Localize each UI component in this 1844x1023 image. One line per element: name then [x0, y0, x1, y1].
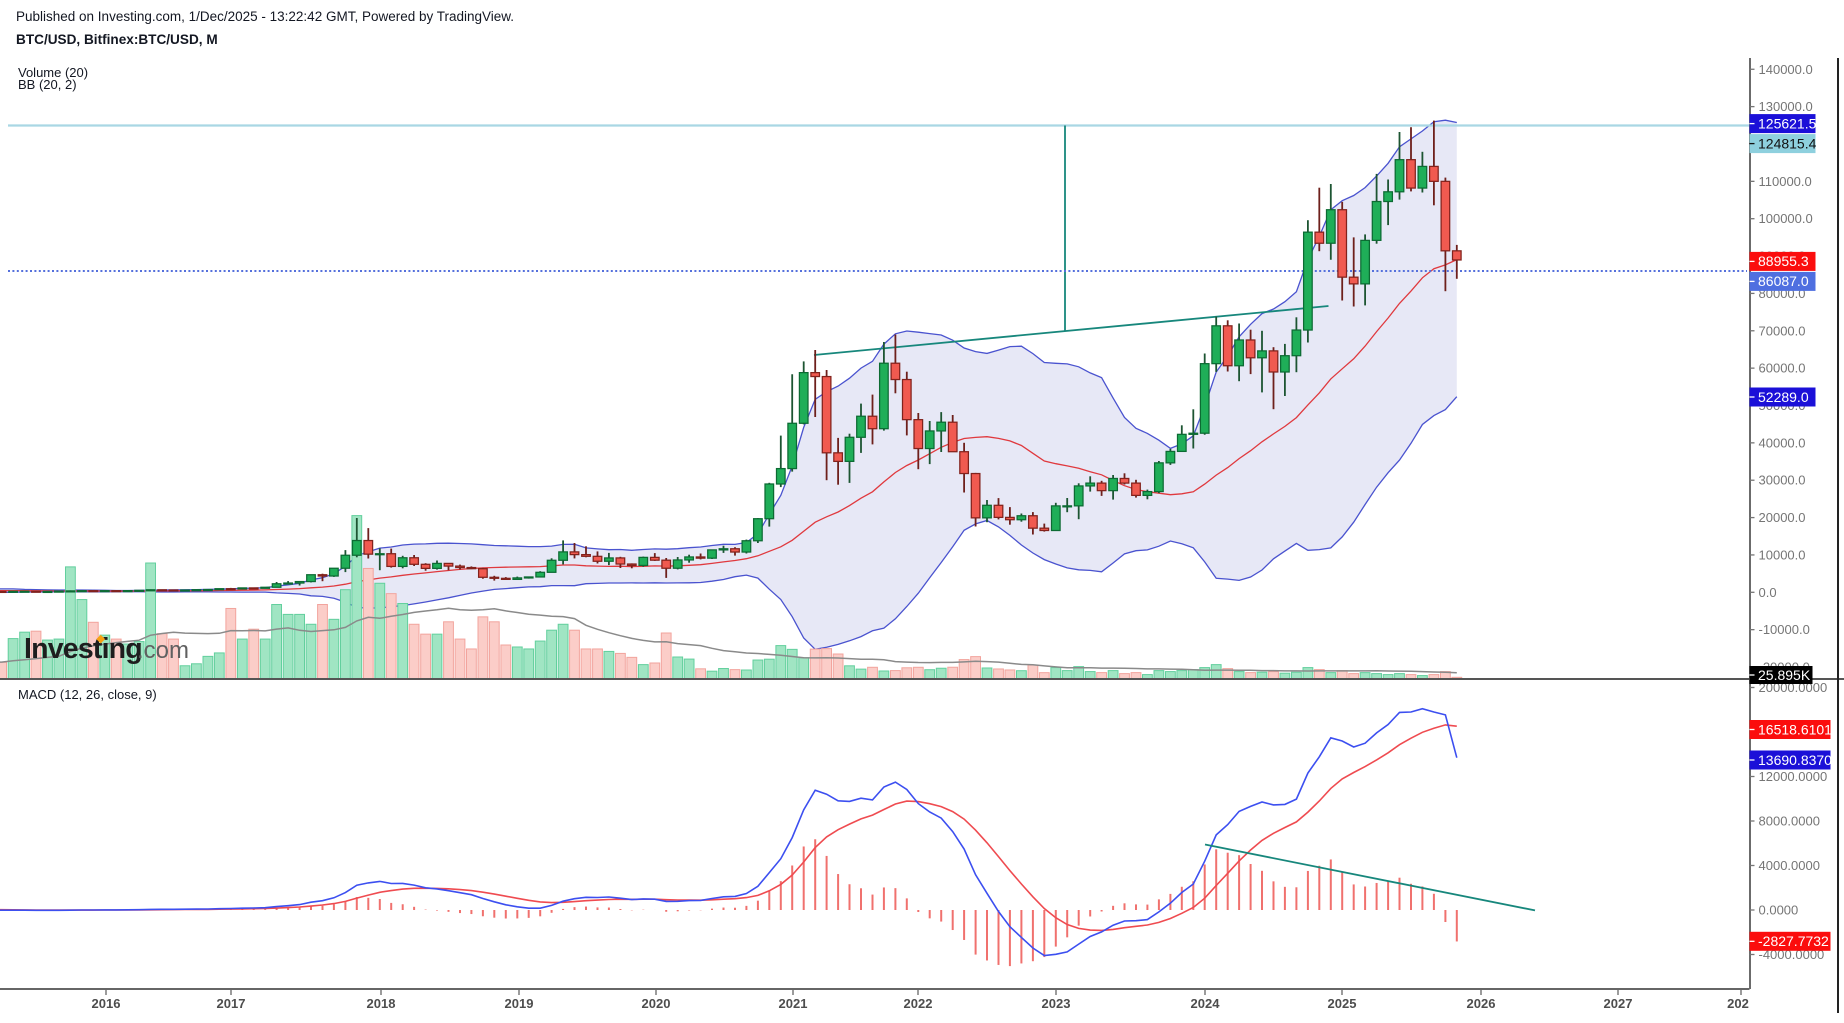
svg-text:110000.0: 110000.0 — [1759, 174, 1812, 189]
svg-text:2020: 2020 — [642, 996, 671, 1011]
svg-text:10000.0: 10000.0 — [1759, 547, 1806, 562]
svg-text:2027: 2027 — [1604, 996, 1633, 1011]
svg-text:16518.6101: 16518.6101 — [1758, 721, 1832, 737]
svg-text:2017: 2017 — [217, 996, 246, 1011]
svg-text:BTC/USD, Bitfinex:BTC/USD, M: BTC/USD, Bitfinex:BTC/USD, M — [16, 32, 218, 47]
svg-text:Volume (20): Volume (20) — [18, 65, 88, 80]
svg-text:4000.0000: 4000.0000 — [1759, 858, 1820, 873]
svg-text:-2827.7732: -2827.7732 — [1758, 933, 1829, 949]
svg-text:125621.5: 125621.5 — [1758, 115, 1817, 131]
svg-text:2016: 2016 — [92, 996, 121, 1011]
svg-text:30000.0: 30000.0 — [1759, 473, 1806, 488]
svg-text:2018: 2018 — [367, 996, 396, 1011]
svg-text:MACD (12, 26, close, 9): MACD (12, 26, close, 9) — [18, 687, 157, 702]
svg-text:2026: 2026 — [1467, 996, 1496, 1011]
svg-text:52289.0: 52289.0 — [1758, 389, 1809, 405]
svg-text:8000.0000: 8000.0000 — [1759, 814, 1820, 829]
svg-text:0.0000: 0.0000 — [1759, 903, 1799, 918]
svg-text:40000.0: 40000.0 — [1759, 435, 1806, 450]
svg-text:86087.0: 86087.0 — [1758, 273, 1809, 289]
svg-text:2025: 2025 — [1328, 996, 1357, 1011]
svg-text:13690.8370: 13690.8370 — [1758, 752, 1832, 768]
svg-text:130000.0: 130000.0 — [1759, 99, 1813, 114]
svg-text:70000.0: 70000.0 — [1759, 323, 1806, 338]
svg-text:0.0: 0.0 — [1759, 585, 1777, 600]
svg-text:2022: 2022 — [904, 996, 933, 1011]
svg-text:2021: 2021 — [779, 996, 808, 1011]
svg-text:12000.0000: 12000.0000 — [1759, 769, 1828, 784]
svg-text:140000.0: 140000.0 — [1759, 62, 1813, 77]
svg-text:Published on Investing.com, 1/: Published on Investing.com, 1/Dec/2025 -… — [16, 9, 514, 24]
svg-text:2023: 2023 — [1042, 996, 1071, 1011]
svg-text:202: 202 — [1727, 996, 1749, 1011]
svg-text:BB (20, 2): BB (20, 2) — [18, 77, 77, 92]
svg-text:100000.0: 100000.0 — [1759, 211, 1813, 226]
svg-text:20000.0: 20000.0 — [1759, 510, 1806, 525]
svg-text:88955.3: 88955.3 — [1758, 253, 1809, 269]
svg-text:2019: 2019 — [505, 996, 534, 1011]
svg-text:60000.0: 60000.0 — [1759, 361, 1806, 376]
svg-text:-10000.0: -10000.0 — [1759, 622, 1810, 637]
svg-text:Investing: Investing — [24, 633, 142, 665]
svg-text:124815.4: 124815.4 — [1758, 135, 1817, 151]
svg-text:.com: .com — [137, 637, 189, 664]
svg-text:2024: 2024 — [1191, 996, 1221, 1011]
svg-text:25.895K: 25.895K — [1758, 667, 1811, 683]
